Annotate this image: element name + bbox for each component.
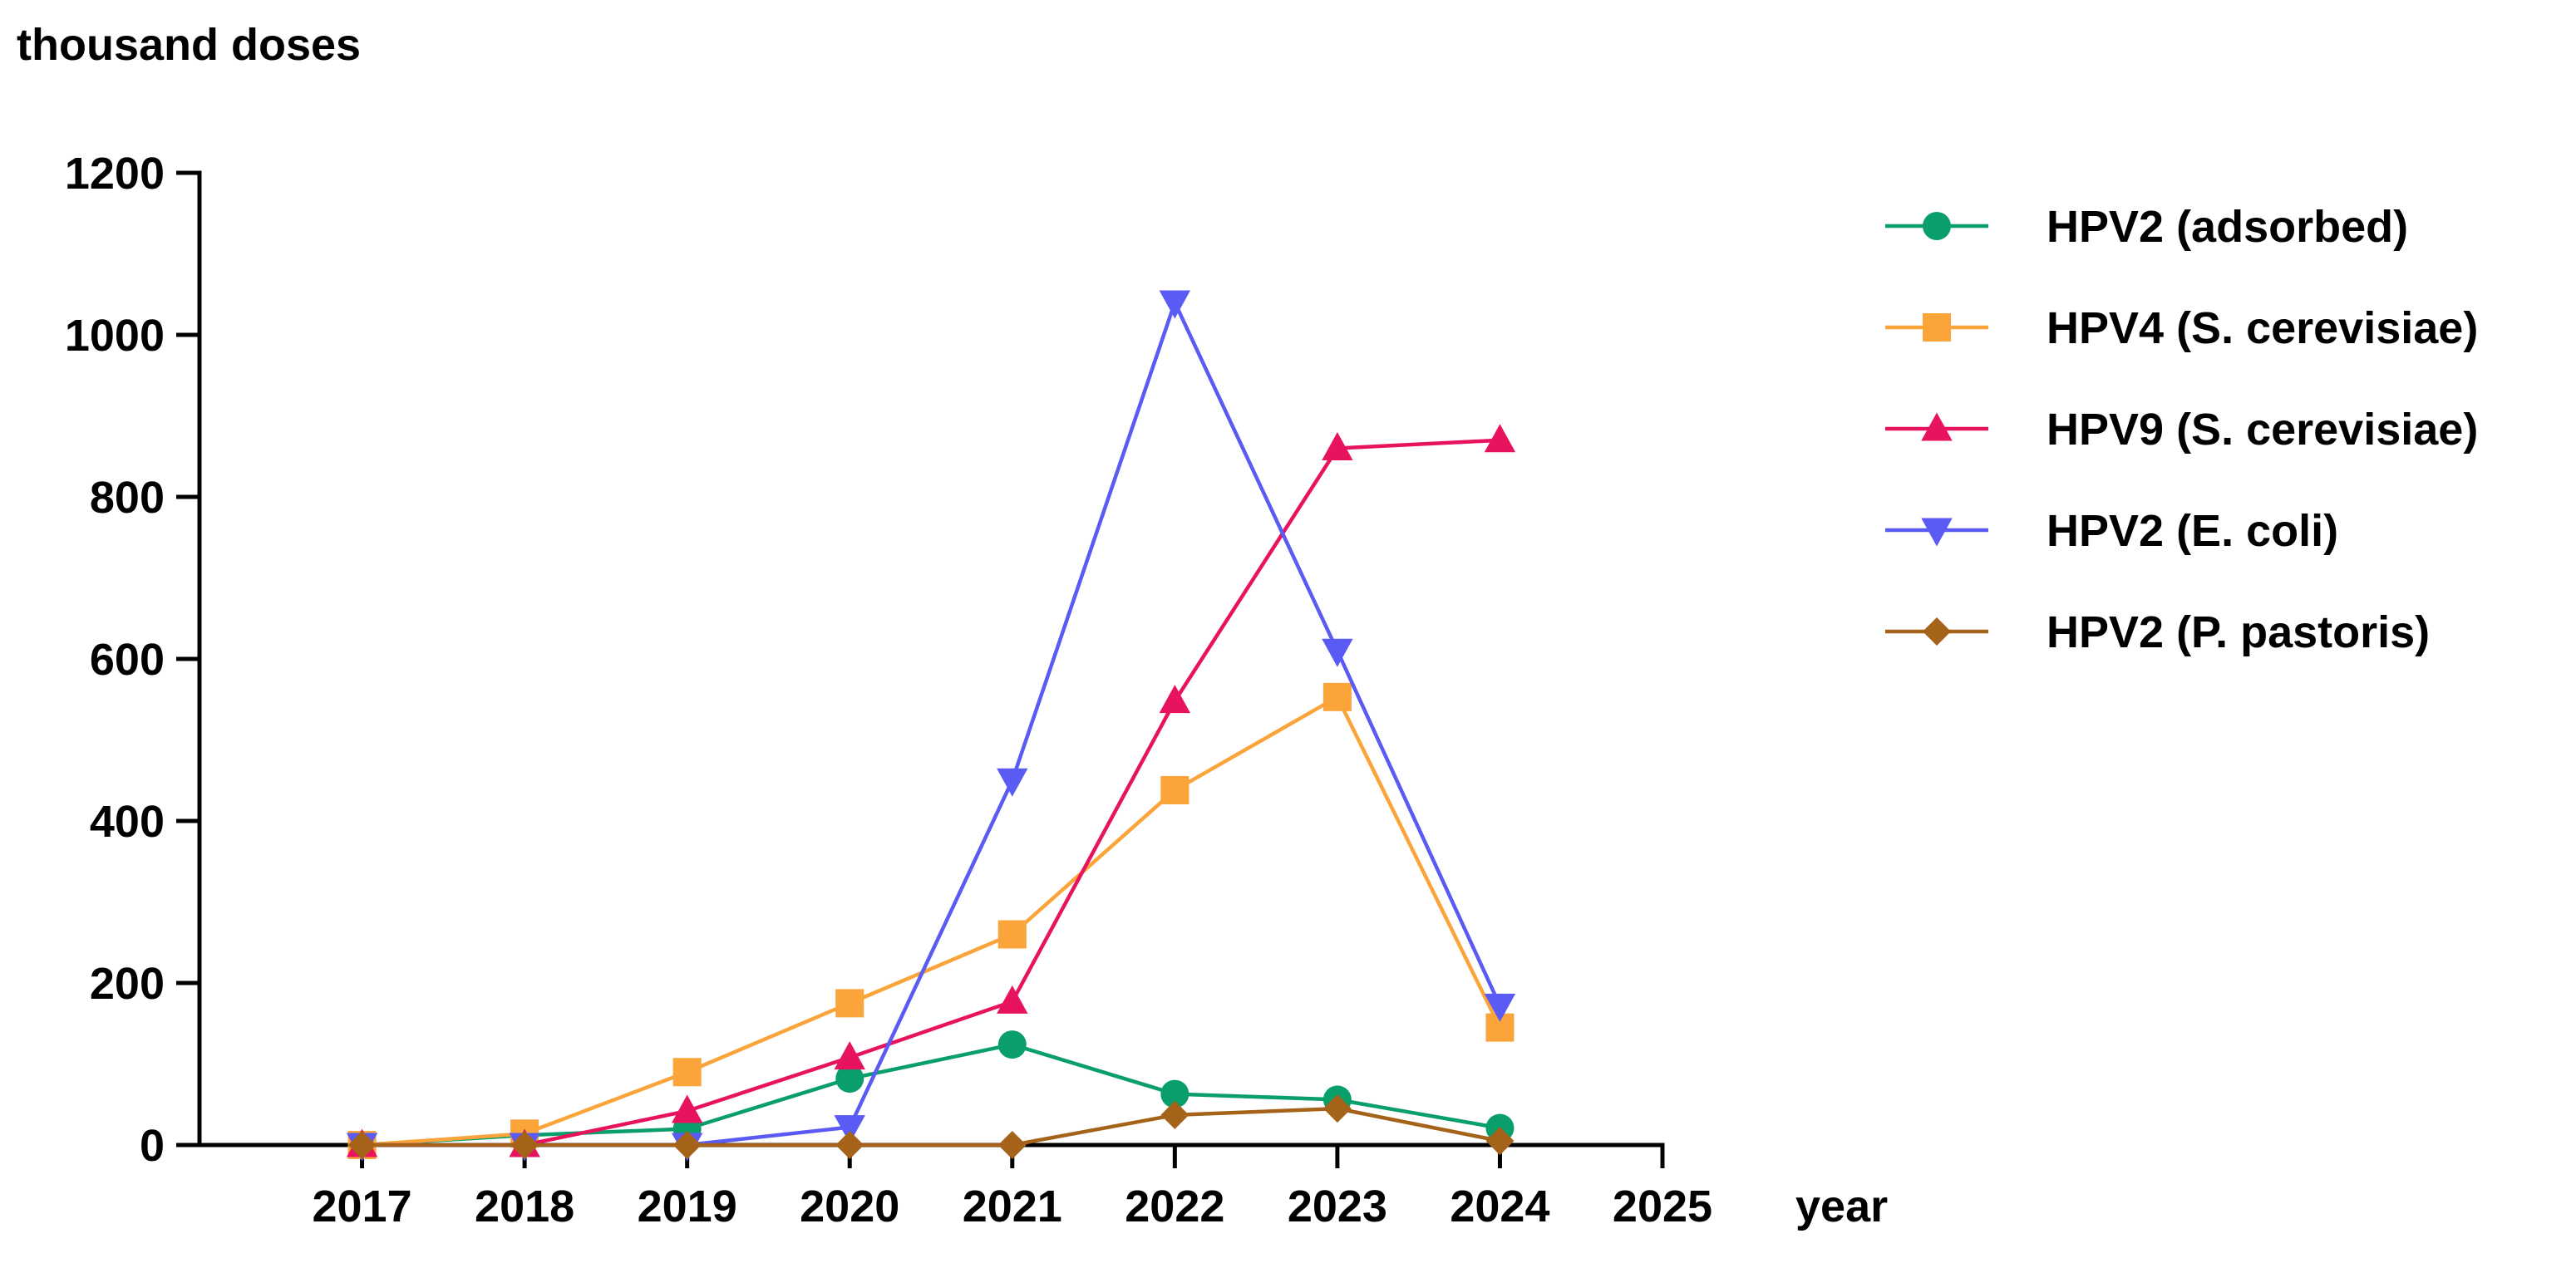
legend-label: HPV9 (S. cerevisiae) bbox=[2047, 405, 2478, 455]
x-tick-label: 2018 bbox=[475, 1182, 574, 1231]
y-tick-label: 200 bbox=[90, 959, 165, 1009]
y-tick-label: 1200 bbox=[65, 149, 165, 199]
legend-marker bbox=[1921, 518, 1953, 547]
legend-label: HPV4 (S. cerevisiae) bbox=[2047, 303, 2478, 353]
x-tick-label: 2020 bbox=[800, 1182, 899, 1231]
data-point bbox=[1484, 993, 1516, 1022]
legend-item: HPV2 (P. pastoris) bbox=[1885, 607, 2430, 657]
x-axis: 2017 2018 2019 2020 2021 2022 2023 2024 2025 bbox=[197, 1143, 1712, 1231]
data-point bbox=[671, 1094, 703, 1123]
series-5 bbox=[347, 1094, 1515, 1159]
data-point bbox=[1159, 685, 1191, 714]
data-point bbox=[1322, 1094, 1352, 1123]
legend-item: HPV4 (S. cerevisiae) bbox=[1885, 303, 2478, 353]
data-point bbox=[997, 920, 1027, 949]
legend-label: HPV2 (E. coli) bbox=[2047, 506, 2338, 556]
legend-marker bbox=[1921, 412, 1953, 441]
data-point bbox=[672, 1131, 702, 1159]
data-point bbox=[1159, 290, 1191, 319]
data-point bbox=[997, 1030, 1027, 1059]
data-point bbox=[834, 1115, 865, 1144]
data-point bbox=[997, 985, 1028, 1014]
data-point bbox=[997, 1131, 1027, 1159]
data-point bbox=[1484, 424, 1516, 453]
data-point bbox=[835, 1131, 864, 1159]
x-tick-label: 2025 bbox=[1613, 1182, 1712, 1231]
x-tick-label: 2022 bbox=[1125, 1182, 1224, 1231]
legend-item: HPV2 (E. coli) bbox=[1885, 506, 2338, 556]
data-point bbox=[1160, 1079, 1189, 1108]
data-point bbox=[1160, 1100, 1189, 1129]
data-point bbox=[1322, 431, 1353, 460]
series-line bbox=[362, 695, 1502, 1148]
data-point bbox=[347, 1131, 377, 1159]
legend: HPV2 (adsorbed) HPV4 (S. cerevisiae) HPV9 … bbox=[1885, 202, 2478, 657]
data-point bbox=[1160, 775, 1189, 804]
x-axis-title: year bbox=[1795, 1182, 1888, 1231]
y-tick-label: 600 bbox=[90, 635, 165, 685]
x-tick-label: 2019 bbox=[638, 1182, 737, 1231]
y-axis: 0 200 400 600 800 1000 1200 bbox=[65, 149, 202, 1171]
data-point bbox=[834, 1041, 865, 1070]
legend-item: HPV9 (S. cerevisiae) bbox=[1885, 405, 2478, 455]
legend-label: HPV2 (adsorbed) bbox=[2047, 202, 2408, 252]
data-point bbox=[1485, 1127, 1515, 1156]
y-axis-title: thousand doses bbox=[17, 20, 361, 70]
y-tick-label: 1000 bbox=[65, 311, 165, 361]
y-tick-label: 400 bbox=[90, 797, 165, 847]
data-point bbox=[997, 768, 1028, 797]
series-3 bbox=[346, 424, 1516, 1157]
data-point bbox=[835, 989, 864, 1018]
y-tick-label: 800 bbox=[90, 473, 165, 523]
data-point bbox=[835, 1064, 864, 1093]
data-point bbox=[510, 1131, 539, 1159]
x-tick-label: 2023 bbox=[1288, 1182, 1387, 1231]
series-line bbox=[362, 1042, 1500, 1148]
legend-marker bbox=[1923, 313, 1951, 342]
data-point bbox=[1322, 682, 1352, 711]
x-tick-label: 2024 bbox=[1450, 1182, 1549, 1231]
legend-label: HPV2 (P. pastoris) bbox=[2047, 607, 2430, 657]
plot-area bbox=[346, 290, 1516, 1162]
x-tick-label: 2021 bbox=[963, 1182, 1062, 1231]
legend-item: HPV2 (adsorbed) bbox=[1885, 202, 2408, 252]
y-tick-label: 0 bbox=[140, 1121, 165, 1171]
legend-marker bbox=[1923, 617, 1951, 646]
x-tick-label: 2017 bbox=[312, 1182, 411, 1231]
series-line bbox=[362, 438, 1500, 1148]
series-line bbox=[362, 1106, 1500, 1148]
data-point bbox=[672, 1058, 702, 1087]
legend-marker bbox=[1923, 212, 1951, 240]
data-point bbox=[1322, 638, 1353, 667]
series-line bbox=[362, 300, 1502, 1148]
